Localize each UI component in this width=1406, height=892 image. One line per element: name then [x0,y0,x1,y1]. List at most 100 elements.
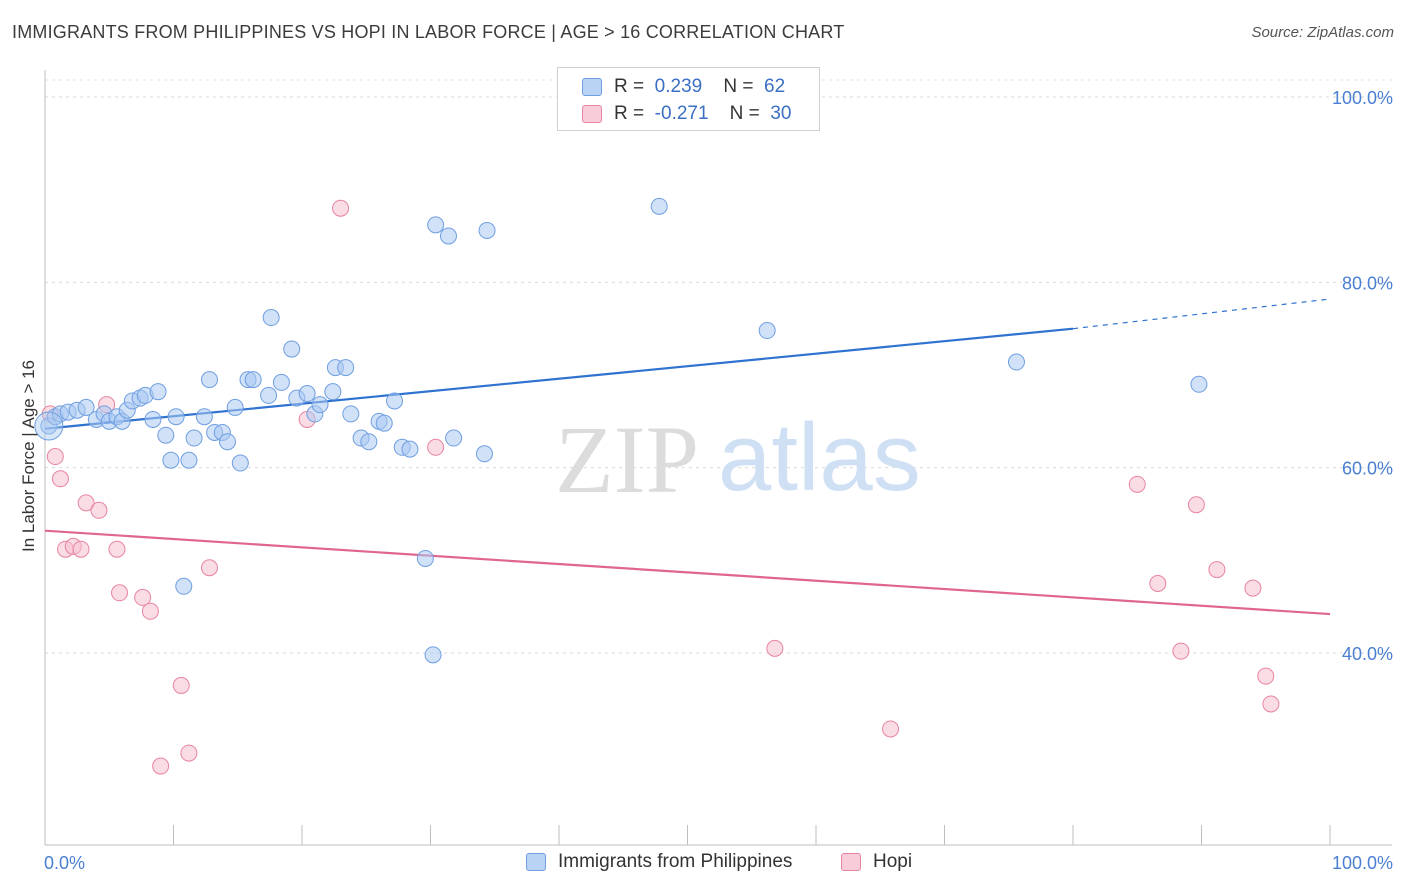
bottom-legend-hopi: Hopi [841,851,912,873]
point-hopi [1187,496,1205,514]
point-philippines [401,440,419,458]
point-hopi [72,540,90,558]
watermark-atlas: atlas [718,404,921,511]
point-philippines [149,383,167,401]
point-philippines [758,322,776,340]
trend-line-hopi [44,529,1331,616]
point-philippines [311,396,329,414]
point-philippines [478,221,496,239]
point-hopi [141,602,159,620]
point-hopi [200,559,218,577]
point-hopi [427,438,445,456]
point-philippines [180,451,198,469]
point-hopi [46,448,64,466]
bottom-legend-swatch-blue [526,853,546,871]
point-philippines [226,398,244,416]
point-hopi [766,639,784,657]
point-hopi [77,494,95,512]
bottom-legend-label: Immigrants from Philippines [558,851,793,872]
legend-r-value: 0.239 [654,76,703,97]
point-philippines [195,408,213,426]
watermark-zip: ZIP [555,406,699,513]
legend-n-label: N = [723,76,754,97]
source-label: Source: ZipAtlas.com [1251,24,1394,41]
point-philippines [244,371,262,389]
point-philippines [360,433,378,451]
y-tick-label: 60.0% [1342,459,1393,479]
point-philippines [167,408,185,426]
trend-line-philippines-extension [1072,298,1331,330]
point-hopi [1244,579,1262,597]
point-hopi [882,720,900,738]
point-hopi [111,584,129,602]
point-philippines [1190,375,1208,393]
point-hopi [152,757,170,775]
point-philippines [262,309,280,327]
legend-n-value: 30 [770,103,792,124]
y-axis-label: In Labor Force | Age > 16 [19,360,38,552]
point-philippines [650,197,668,215]
point-hopi [134,588,152,606]
trend-lines [44,298,1331,616]
bottom-legend: Immigrants from Philippines Hopi [0,851,1406,879]
bottom-legend-label: Hopi [873,851,913,872]
point-hopi [108,540,126,558]
point-hopi [1262,695,1280,713]
point-philippines [375,414,393,432]
point-philippines [324,383,342,401]
x-tick-labels: 0.0% 100.0% [44,853,1393,873]
grid-lines [45,79,1392,654]
point-hopi [1149,575,1167,592]
point-philippines [175,577,193,595]
legend: R = 0.239 N = 62 R = -0.271 N = 30 [557,67,820,131]
point-hopi [51,470,69,488]
point-philippines [218,433,236,451]
point-philippines [157,426,175,444]
point-hopi [172,676,190,694]
point-philippines [427,216,445,234]
point-philippines [34,411,64,441]
point-philippines [298,385,316,403]
point-philippines [342,405,360,423]
point-hopi [1257,667,1275,685]
x-tick-label: 100.0% [1332,853,1393,873]
data-points [34,197,1280,775]
trend-line-philippines [44,327,1074,430]
legend-swatch-blue [582,78,602,96]
legend-r-label: R = [614,103,645,124]
point-hopi [90,501,108,519]
point-hopi [1208,561,1226,579]
legend-row-philippines: R = 0.239 N = 62 [582,75,785,99]
point-philippines [416,549,434,567]
point-philippines [337,359,355,377]
point-philippines [231,454,249,472]
legend-r-label: R = [614,76,645,97]
bottom-legend-swatch-pink [841,853,861,871]
point-philippines [272,373,290,391]
point-hopi [1128,475,1146,493]
point-philippines [386,392,404,410]
point-philippines [424,646,442,664]
bottom-legend-philippines: Immigrants from Philippines [526,851,792,873]
y-tick-labels: 40.0% 60.0% 80.0% 100.0% [1332,88,1393,664]
y-tick-label: 40.0% [1342,644,1393,664]
legend-r-value: -0.271 [654,103,709,124]
y-tick-label: 80.0% [1342,273,1393,293]
point-philippines [144,410,162,428]
point-hopi [180,744,198,762]
chart-title: IMMIGRANTS FROM PHILIPPINES VS HOPI IN L… [12,22,845,42]
point-philippines [1007,353,1025,371]
point-philippines [445,429,463,447]
point-hopi [332,199,350,217]
point-philippines [475,445,493,463]
x-tick-label: 0.0% [44,853,85,873]
point-philippines [185,429,203,447]
point-philippines [162,451,180,469]
axes [44,70,1392,846]
legend-n-label: N = [729,103,760,124]
point-philippines [260,386,278,404]
y-tick-label: 100.0% [1332,88,1393,108]
point-philippines [283,340,301,358]
legend-row-hopi: R = -0.271 N = 30 [582,102,791,126]
